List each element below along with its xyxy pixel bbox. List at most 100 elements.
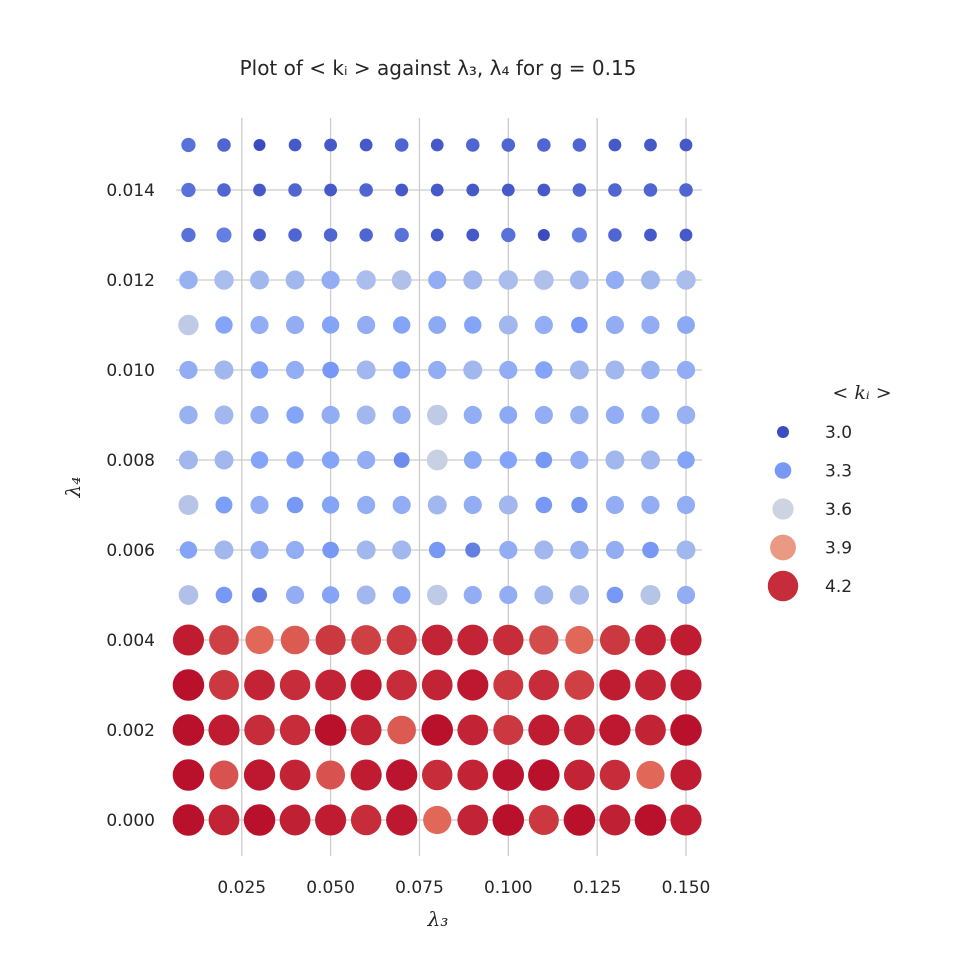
data-point [208, 670, 239, 700]
data-point [635, 624, 666, 656]
y-tick-label: 0.006 [106, 541, 155, 561]
data-point [457, 714, 489, 746]
data-point [564, 714, 595, 746]
data-point [181, 182, 196, 198]
data-point [392, 586, 411, 604]
data-point [644, 228, 657, 242]
data-point [286, 496, 304, 514]
data-point [463, 585, 482, 605]
data-point [285, 270, 305, 290]
data-point [605, 540, 625, 560]
data-point [321, 451, 340, 469]
data-point [428, 360, 447, 380]
data-point [430, 183, 444, 197]
data-point [209, 760, 239, 790]
data-point [217, 138, 231, 152]
y-tick-label: 0.014 [106, 181, 155, 201]
data-point [430, 228, 444, 242]
data-point [463, 405, 482, 425]
data-point [528, 805, 559, 835]
y-tick-labels: 0.000 0.002 0.004 0.006 0.008 0.010 0.012 0.014 [106, 181, 155, 831]
data-point [387, 715, 416, 745]
data-point [178, 495, 199, 515]
y-tick-label: 0.000 [106, 811, 155, 831]
data-point [172, 714, 205, 746]
data-point [537, 229, 550, 241]
data-point [181, 227, 196, 243]
data-point [493, 670, 524, 700]
data-point [209, 625, 239, 655]
data-point [214, 540, 234, 560]
data-point [359, 183, 373, 197]
chart-title: Plot of < kᵢ > against λ₃, λ₄ for g = 0.… [240, 56, 637, 80]
data-point [676, 360, 696, 380]
data-point [534, 405, 553, 425]
x-tick-label: 0.025 [217, 878, 266, 898]
data-point [315, 804, 347, 836]
data-point [676, 405, 696, 425]
data-point [463, 360, 483, 380]
data-point [392, 405, 411, 425]
data-point [533, 270, 554, 290]
data-point [599, 625, 630, 655]
data-point [392, 495, 411, 515]
x-tick-label: 0.100 [484, 878, 533, 898]
data-point [393, 452, 410, 468]
data-point [253, 139, 266, 151]
data-point [641, 270, 660, 290]
data-point [498, 315, 518, 335]
data-point [359, 138, 373, 152]
data-point [670, 804, 702, 836]
data-point [499, 540, 518, 560]
data-point [670, 714, 702, 746]
data-point [571, 227, 587, 243]
data-point [428, 270, 447, 290]
data-point [214, 405, 234, 425]
data-point [641, 450, 660, 470]
data-point [427, 495, 447, 515]
data-point [285, 585, 305, 605]
data-point [570, 540, 589, 560]
data-point [250, 540, 269, 560]
data-point [392, 316, 411, 334]
data-point [599, 714, 631, 746]
data-point [321, 405, 340, 425]
data-point [172, 669, 205, 701]
data-point [605, 495, 625, 515]
data-point [499, 451, 517, 469]
data-point [465, 138, 480, 152]
data-point [356, 405, 376, 425]
data-point [386, 669, 417, 701]
data-point [357, 495, 376, 515]
data-point [286, 406, 304, 424]
data-point [679, 228, 693, 242]
data-point [250, 361, 269, 379]
data-point [214, 360, 234, 380]
data-point [599, 759, 631, 791]
data-points [172, 137, 702, 836]
y-tick-label: 0.004 [106, 631, 155, 651]
x-tick-label: 0.050 [306, 878, 355, 898]
data-point [528, 759, 560, 791]
data-point [465, 542, 481, 558]
data-point [635, 669, 666, 701]
data-point [250, 451, 269, 469]
data-point [250, 315, 269, 335]
data-point [426, 449, 448, 471]
data-point [492, 759, 524, 791]
data-point [208, 714, 240, 746]
data-point [534, 315, 553, 335]
legend-marker [777, 426, 789, 438]
data-point [642, 541, 659, 559]
data-point [243, 804, 276, 836]
data-point [564, 670, 595, 700]
data-point [385, 759, 418, 791]
data-point [321, 496, 340, 514]
data-point [643, 183, 658, 197]
y-tick-label: 0.002 [106, 721, 155, 741]
data-point [253, 228, 266, 242]
data-point [315, 625, 346, 655]
data-point [350, 714, 382, 746]
data-point [498, 270, 518, 290]
data-point [322, 541, 339, 559]
